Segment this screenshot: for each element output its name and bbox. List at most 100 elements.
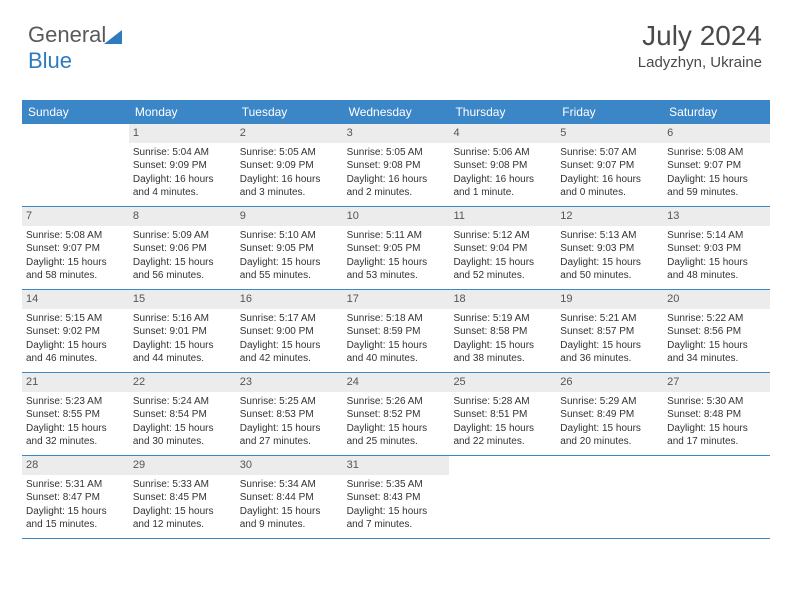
logo-text-blue: Blue [28, 48, 72, 73]
sunset-text: Sunset: 8:51 PM [453, 408, 552, 422]
sunrise-text: Sunrise: 5:35 AM [347, 478, 446, 492]
sunset-text: Sunset: 8:59 PM [347, 325, 446, 339]
daylight-text: Daylight: 15 hours and 34 minutes. [667, 339, 766, 366]
daylight-text: Daylight: 16 hours and 1 minute. [453, 173, 552, 200]
day-number: 15 [129, 290, 236, 309]
daylight-text: Daylight: 16 hours and 4 minutes. [133, 173, 232, 200]
logo: General Blue [28, 22, 122, 74]
day-cell: 25Sunrise: 5:28 AMSunset: 8:51 PMDayligh… [449, 373, 556, 455]
day-cell [22, 124, 129, 206]
sunset-text: Sunset: 9:01 PM [133, 325, 232, 339]
week-row: 28Sunrise: 5:31 AMSunset: 8:47 PMDayligh… [22, 456, 770, 539]
day-number: 20 [663, 290, 770, 309]
sunset-text: Sunset: 8:56 PM [667, 325, 766, 339]
sunset-text: Sunset: 8:57 PM [560, 325, 659, 339]
week-row: 1Sunrise: 5:04 AMSunset: 9:09 PMDaylight… [22, 124, 770, 207]
sunset-text: Sunset: 8:55 PM [26, 408, 125, 422]
day-number: 14 [22, 290, 129, 309]
daylight-text: Daylight: 15 hours and 40 minutes. [347, 339, 446, 366]
daylight-text: Daylight: 15 hours and 44 minutes. [133, 339, 232, 366]
sunrise-text: Sunrise: 5:31 AM [26, 478, 125, 492]
day-cell: 29 Sunrise: 5:33 AMSunset: 8:45 PMDayligh… [129, 456, 236, 538]
sunrise-text: Sunrise: 5:19 AM [453, 312, 552, 326]
calendar: Sunday Monday Tuesday Wednesday Thursday… [22, 100, 770, 539]
day-cell: 20Sunrise: 5:22 AMSunset: 8:56 PMDayligh… [663, 290, 770, 372]
daylight-text: Daylight: 15 hours and 32 minutes. [26, 422, 125, 449]
daylight-text: Daylight: 15 hours and 53 minutes. [347, 256, 446, 283]
sunrise-text: Sunrise: 5:25 AM [240, 395, 339, 409]
sunrise-text: Sunrise: 5:33 AM [133, 478, 232, 492]
day-cell: 10Sunrise: 5:11 AMSunset: 9:05 PMDayligh… [343, 207, 450, 289]
day-number: 31 [343, 456, 450, 475]
sunset-text: Sunset: 9:09 PM [240, 159, 339, 173]
daylight-text: Daylight: 15 hours and 30 minutes. [133, 422, 232, 449]
day-cell: 24Sunrise: 5:26 AMSunset: 8:52 PMDayligh… [343, 373, 450, 455]
daylight-text: Daylight: 15 hours and 55 minutes. [240, 256, 339, 283]
sunset-text: Sunset: 9:09 PM [133, 159, 232, 173]
sunset-text: Sunset: 8:44 PM [240, 491, 339, 505]
sunrise-text: Sunrise: 5:07 AM [560, 146, 659, 160]
daylight-text: Daylight: 15 hours and 46 minutes. [26, 339, 125, 366]
sunrise-text: Sunrise: 5:29 AM [560, 395, 659, 409]
daylight-text: Daylight: 15 hours and 48 minutes. [667, 256, 766, 283]
weekday-header: Thursday [449, 100, 556, 124]
sunrise-text: Sunrise: 5:05 AM [347, 146, 446, 160]
day-number: 12 [556, 207, 663, 226]
day-cell: 27Sunrise: 5:30 AMSunset: 8:48 PMDayligh… [663, 373, 770, 455]
day-number: 18 [449, 290, 556, 309]
day-cell: 2Sunrise: 5:05 AMSunset: 9:09 PMDaylight… [236, 124, 343, 206]
day-cell: 23Sunrise: 5:25 AMSunset: 8:53 PMDayligh… [236, 373, 343, 455]
day-number: 21 [22, 373, 129, 392]
day-number: 13 [663, 207, 770, 226]
daylight-text: Daylight: 15 hours and 38 minutes. [453, 339, 552, 366]
day-number: 29 [129, 456, 236, 475]
sunrise-text: Sunrise: 5:26 AM [347, 395, 446, 409]
sunrise-text: Sunrise: 5:14 AM [667, 229, 766, 243]
daylight-text: Daylight: 15 hours and 9 minutes. [240, 505, 339, 532]
sunrise-text: Sunrise: 5:11 AM [347, 229, 446, 243]
weekday-header: Monday [129, 100, 236, 124]
weeks-container: 1Sunrise: 5:04 AMSunset: 9:09 PMDaylight… [22, 124, 770, 539]
day-cell: 4Sunrise: 5:06 AMSunset: 9:08 PMDaylight… [449, 124, 556, 206]
sunset-text: Sunset: 8:53 PM [240, 408, 339, 422]
day-cell: 21Sunrise: 5:23 AMSunset: 8:55 PMDayligh… [22, 373, 129, 455]
daylight-text: Daylight: 15 hours and 12 minutes. [133, 505, 232, 532]
sunrise-text: Sunrise: 5:10 AM [240, 229, 339, 243]
day-number: 2 [236, 124, 343, 143]
day-cell: 19Sunrise: 5:21 AMSunset: 8:57 PMDayligh… [556, 290, 663, 372]
day-number: 1 [129, 124, 236, 143]
day-cell: 1Sunrise: 5:04 AMSunset: 9:09 PMDaylight… [129, 124, 236, 206]
day-number: 10 [343, 207, 450, 226]
daylight-text: Daylight: 15 hours and 50 minutes. [560, 256, 659, 283]
daylight-text: Daylight: 15 hours and 52 minutes. [453, 256, 552, 283]
daylight-text: Daylight: 16 hours and 0 minutes. [560, 173, 659, 200]
day-number: 17 [343, 290, 450, 309]
sunset-text: Sunset: 8:45 PM [133, 491, 232, 505]
title-month: July 2024 [638, 20, 762, 52]
daylight-text: Daylight: 15 hours and 58 minutes. [26, 256, 125, 283]
sunset-text: Sunset: 9:07 PM [667, 159, 766, 173]
weekday-header: Saturday [663, 100, 770, 124]
day-number: 30 [236, 456, 343, 475]
day-cell: 6Sunrise: 5:08 AMSunset: 9:07 PMDaylight… [663, 124, 770, 206]
day-cell: 26Sunrise: 5:29 AMSunset: 8:49 PMDayligh… [556, 373, 663, 455]
sunrise-text: Sunrise: 5:12 AM [453, 229, 552, 243]
weekday-header: Sunday [22, 100, 129, 124]
daylight-text: Daylight: 15 hours and 22 minutes. [453, 422, 552, 449]
sunrise-text: Sunrise: 5:16 AM [133, 312, 232, 326]
sunrise-text: Sunrise: 5:17 AM [240, 312, 339, 326]
day-cell: 9Sunrise: 5:10 AMSunset: 9:05 PMDaylight… [236, 207, 343, 289]
sunset-text: Sunset: 9:00 PM [240, 325, 339, 339]
day-number: 19 [556, 290, 663, 309]
sunrise-text: Sunrise: 5:13 AM [560, 229, 659, 243]
daylight-text: Daylight: 15 hours and 42 minutes. [240, 339, 339, 366]
page-title: July 2024 Ladyzhyn, Ukraine [638, 20, 762, 71]
sunset-text: Sunset: 8:52 PM [347, 408, 446, 422]
day-number: 25 [449, 373, 556, 392]
day-cell: 31Sunrise: 5:35 AMSunset: 8:43 PMDayligh… [343, 456, 450, 538]
daylight-text: Daylight: 15 hours and 56 minutes. [133, 256, 232, 283]
day-cell: 5Sunrise: 5:07 AMSunset: 9:07 PMDaylight… [556, 124, 663, 206]
day-cell: 12Sunrise: 5:13 AMSunset: 9:03 PMDayligh… [556, 207, 663, 289]
daylight-text: Daylight: 15 hours and 25 minutes. [347, 422, 446, 449]
sunset-text: Sunset: 8:54 PM [133, 408, 232, 422]
